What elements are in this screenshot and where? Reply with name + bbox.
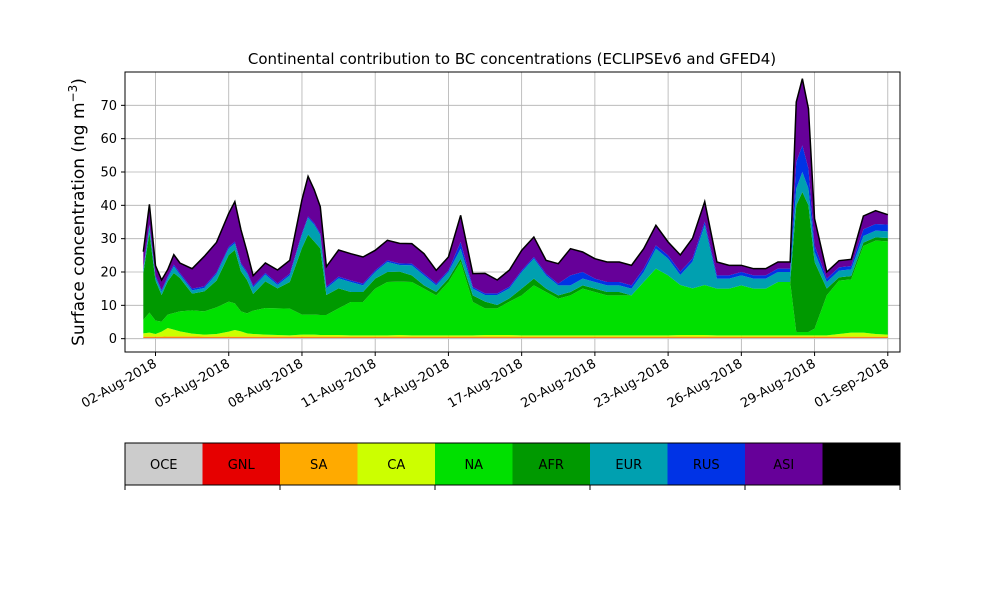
legend-frame [124, 442, 901, 486]
x-tick-label: 17-Aug-2018 [445, 356, 525, 411]
x-tick-label: 08-Aug-2018 [226, 356, 306, 411]
x-tick-label: 14-Aug-2018 [372, 356, 452, 411]
legend-swatch-gnl [202, 443, 280, 485]
stacked-areas [142, 78, 889, 339]
y-tick-label: 60 [100, 132, 117, 147]
legend-swatch-afr [512, 443, 590, 485]
legend-swatch-asi [745, 443, 823, 485]
chart-title: Continental contribution to BC concentra… [248, 50, 776, 68]
y-axis-title: Surface concentration (ng m−3) [66, 78, 89, 346]
x-tick-label: 11-Aug-2018 [299, 356, 379, 411]
legend-label-oce: OCE [150, 458, 178, 473]
y-tick-label: 20 [100, 266, 117, 281]
area-afr [143, 192, 888, 332]
x-tick-label: 29-Aug-2018 [738, 356, 818, 411]
x-tick-label: 05-Aug-2018 [152, 356, 232, 411]
legend-swatch-oce [125, 443, 203, 485]
legend-swatch-sa [280, 443, 358, 485]
legend-swatch-aus [822, 443, 900, 485]
x-tick-label: 20-Aug-2018 [519, 356, 599, 411]
y-tick-label: 30 [100, 232, 117, 247]
y-axis-title-superscript: −3 [66, 85, 80, 103]
legend-label-na: NA [464, 458, 483, 473]
legend-label-sa: SA [310, 458, 327, 473]
y-tick-label: 50 [100, 166, 117, 181]
y-tick-label: 40 [100, 199, 117, 214]
area-oce [143, 338, 888, 339]
area-eur [143, 172, 888, 305]
area-ca [143, 328, 888, 337]
y-axis-title-main: Surface concentration (ng m [69, 102, 89, 345]
colorbar-legend: OCE GNL SA CA NA AFR EUR RUS ASI AUS [124, 442, 901, 490]
legend-label-gnl: GNL [228, 458, 256, 473]
y-tick-label: 10 [100, 299, 117, 314]
area-sa [143, 336, 888, 338]
y-tick-label: 0 [109, 332, 117, 347]
x-tick-label: 23-Aug-2018 [592, 356, 672, 411]
x-tick-label: 26-Aug-2018 [665, 356, 745, 411]
area-na [143, 240, 888, 336]
legend-label-afr: AFR [539, 458, 564, 473]
legend-label-aus: AUS [848, 458, 875, 473]
y-tick-label: 70 [100, 99, 117, 114]
axes: 0 10 20 30 40 50 60 70 02-Aug-201805-Aug-201808-… [79, 71, 901, 412]
total-outline [142, 78, 889, 282]
y-axis-title-close: ) [69, 78, 89, 85]
area-aus [143, 78, 888, 281]
legend-label-asi: ASI [773, 458, 794, 473]
x-tick-label: 02-Aug-2018 [79, 356, 159, 411]
legend-swatch-eur [590, 443, 668, 485]
legend-swatch-ca [357, 443, 435, 485]
plot-frame [124, 71, 901, 353]
legend-label-eur: EUR [615, 458, 642, 473]
legend-label-rus: RUS [693, 458, 720, 473]
legend-swatch-na [435, 443, 513, 485]
x-tick-label: 01-Sep-2018 [812, 356, 892, 411]
legend-label-ca: CA [387, 458, 405, 473]
legend-swatch-rus [667, 443, 745, 485]
